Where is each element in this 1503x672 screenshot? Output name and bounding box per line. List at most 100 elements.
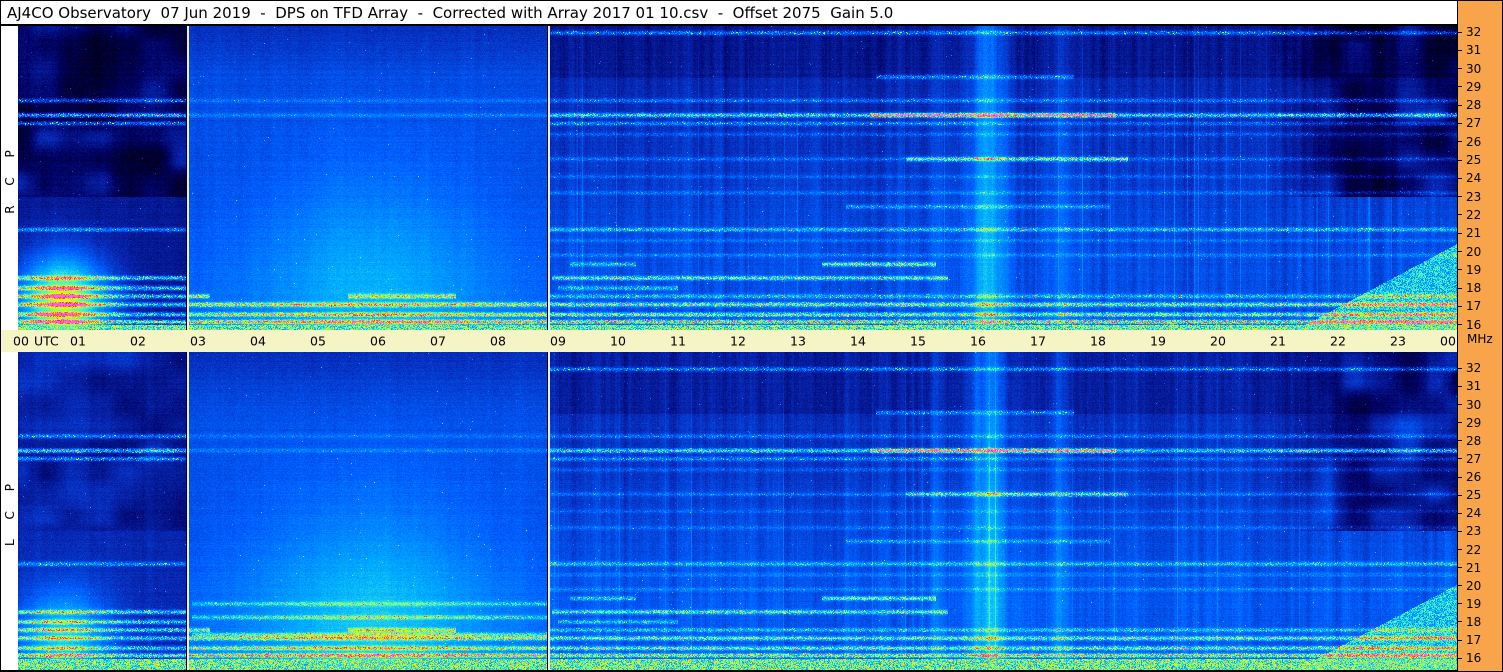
freq-tick-23-top bbox=[1458, 196, 1462, 198]
time-label-08: 08 bbox=[490, 333, 506, 349]
freq-label-18-bottom: 18 bbox=[1466, 614, 1482, 629]
freq-tick-16-top bbox=[1458, 324, 1462, 326]
rcp-polarization-label: R C P bbox=[2, 142, 17, 214]
rcp-spectrogram-canvas bbox=[18, 26, 1458, 330]
time-label-20: 20 bbox=[1210, 333, 1226, 349]
freq-tick-17-bottom bbox=[1458, 639, 1462, 641]
time-label-01: 01 bbox=[70, 333, 86, 349]
lcp-label-area: L C P bbox=[1, 352, 18, 670]
freq-tick-29-bottom bbox=[1458, 422, 1462, 424]
freq-tick-25-top bbox=[1458, 159, 1462, 161]
freq-tick-28-bottom bbox=[1458, 440, 1462, 442]
freq-tick-30-bottom bbox=[1458, 404, 1462, 406]
freq-tick-18-bottom bbox=[1458, 621, 1462, 623]
freq-tick-17-top bbox=[1458, 305, 1462, 307]
freq-label-28-top: 28 bbox=[1466, 98, 1482, 113]
freq-label-27-bottom: 27 bbox=[1466, 451, 1482, 466]
freq-label-24-top: 24 bbox=[1466, 171, 1482, 186]
freq-label-17-top: 17 bbox=[1466, 299, 1482, 314]
freq-tick-19-bottom bbox=[1458, 603, 1462, 605]
freq-label-30-top: 30 bbox=[1466, 61, 1482, 76]
freq-tick-23-bottom bbox=[1458, 530, 1462, 532]
lcp-spectrogram-canvas bbox=[18, 352, 1458, 670]
time-label-00-left: 00 bbox=[13, 333, 29, 349]
freq-tick-24-top bbox=[1458, 177, 1462, 179]
freq-tick-32-bottom bbox=[1458, 367, 1462, 369]
freq-label-32-top: 32 bbox=[1466, 25, 1482, 40]
freq-tick-26-top bbox=[1458, 141, 1462, 143]
freq-label-24-bottom: 24 bbox=[1466, 506, 1482, 521]
time-label-10: 10 bbox=[610, 333, 626, 349]
time-label-00-right: 00 bbox=[1440, 333, 1456, 349]
freq-label-32-bottom: 32 bbox=[1466, 361, 1482, 376]
freq-tick-32-top bbox=[1458, 31, 1462, 33]
freq-tick-31-top bbox=[1458, 49, 1462, 51]
time-label-09: 09 bbox=[550, 333, 566, 349]
time-label-05: 05 bbox=[310, 333, 326, 349]
time-label-11: 11 bbox=[670, 333, 686, 349]
time-label-02: 02 bbox=[130, 333, 146, 349]
freq-label-25-top: 25 bbox=[1466, 153, 1482, 168]
freq-label-29-top: 29 bbox=[1466, 79, 1482, 94]
freq-tick-22-top bbox=[1458, 214, 1462, 216]
time-label-21: 21 bbox=[1270, 333, 1286, 349]
freq-tick-16-bottom bbox=[1458, 657, 1462, 659]
time-label-03: 03 bbox=[190, 333, 206, 349]
freq-label-20-bottom: 20 bbox=[1466, 578, 1482, 593]
freq-tick-29-top bbox=[1458, 86, 1462, 88]
freq-label-20-top: 20 bbox=[1466, 244, 1482, 259]
freq-label-28-bottom: 28 bbox=[1466, 433, 1482, 448]
page-title: AJ4CO Observatory 07 Jun 2019 - DPS on T… bbox=[7, 3, 894, 22]
freq-label-19-bottom: 19 bbox=[1466, 596, 1482, 611]
freq-tick-21-top bbox=[1458, 232, 1462, 234]
lcp-polarization-label: L C P bbox=[2, 476, 17, 546]
freq-label-16-bottom: 16 bbox=[1466, 651, 1482, 666]
freq-tick-22-bottom bbox=[1458, 549, 1462, 550]
freq-label-29-bottom: 29 bbox=[1466, 415, 1482, 430]
time-label-23: 23 bbox=[1390, 333, 1406, 349]
freq-tick-21-bottom bbox=[1458, 567, 1462, 569]
freq-tick-26-bottom bbox=[1458, 476, 1462, 478]
freq-tick-24-bottom bbox=[1458, 512, 1462, 514]
freq-label-17-bottom: 17 bbox=[1466, 633, 1482, 648]
time-label-17: 17 bbox=[1030, 333, 1046, 349]
freq-label-21-top: 21 bbox=[1466, 226, 1482, 241]
freq-label-18-top: 18 bbox=[1466, 281, 1482, 296]
freq-label-26-top: 26 bbox=[1466, 134, 1482, 149]
time-label-07: 07 bbox=[430, 333, 446, 349]
freq-label-27-top: 27 bbox=[1466, 116, 1482, 131]
mhz-unit-label: MHz bbox=[1467, 332, 1493, 346]
time-label-04: 04 bbox=[250, 333, 266, 349]
freq-tick-27-top bbox=[1458, 122, 1462, 124]
freq-label-22-top: 22 bbox=[1466, 207, 1482, 222]
rcp-label-area: R C P bbox=[1, 26, 18, 330]
freq-label-22-bottom: 22 bbox=[1466, 542, 1482, 557]
freq-tick-31-bottom bbox=[1458, 385, 1462, 387]
freq-label-16-top: 16 bbox=[1466, 317, 1482, 332]
freq-label-23-bottom: 23 bbox=[1466, 524, 1482, 539]
time-label-14: 14 bbox=[850, 333, 866, 349]
freq-tick-30-top bbox=[1458, 68, 1462, 70]
freq-tick-20-bottom bbox=[1458, 585, 1462, 587]
freq-tick-28-top bbox=[1458, 104, 1462, 106]
freq-tick-27-bottom bbox=[1458, 458, 1462, 460]
time-axis: 00 UTC 00 01 02 03 04 05 06 07 08 09 10 11 12 13 14 15… bbox=[1, 330, 1457, 352]
title-bar: AJ4CO Observatory 07 Jun 2019 - DPS on T… bbox=[1, 1, 1457, 25]
freq-label-31-bottom: 31 bbox=[1466, 379, 1482, 394]
frequency-scale: MHz 32 31 30 29 28 27 26 25 24 23 22 21 20 19 18 17 16 32… bbox=[1457, 1, 1502, 671]
freq-tick-18-top bbox=[1458, 287, 1462, 289]
freq-tick-19-top bbox=[1458, 269, 1462, 271]
freq-label-21-bottom: 21 bbox=[1466, 560, 1482, 575]
freq-label-31-top: 31 bbox=[1466, 43, 1482, 58]
time-label-16: 16 bbox=[970, 333, 986, 349]
time-label-13: 13 bbox=[790, 333, 806, 349]
freq-label-26-bottom: 26 bbox=[1466, 470, 1482, 485]
time-label-06: 06 bbox=[370, 333, 386, 349]
time-label-18: 18 bbox=[1090, 333, 1106, 349]
freq-tick-25-bottom bbox=[1458, 494, 1462, 496]
time-label-15: 15 bbox=[910, 333, 926, 349]
time-label-12: 12 bbox=[730, 333, 746, 349]
time-label-19: 19 bbox=[1150, 333, 1166, 349]
freq-label-23-top: 23 bbox=[1466, 189, 1482, 204]
freq-label-25-bottom: 25 bbox=[1466, 488, 1482, 503]
